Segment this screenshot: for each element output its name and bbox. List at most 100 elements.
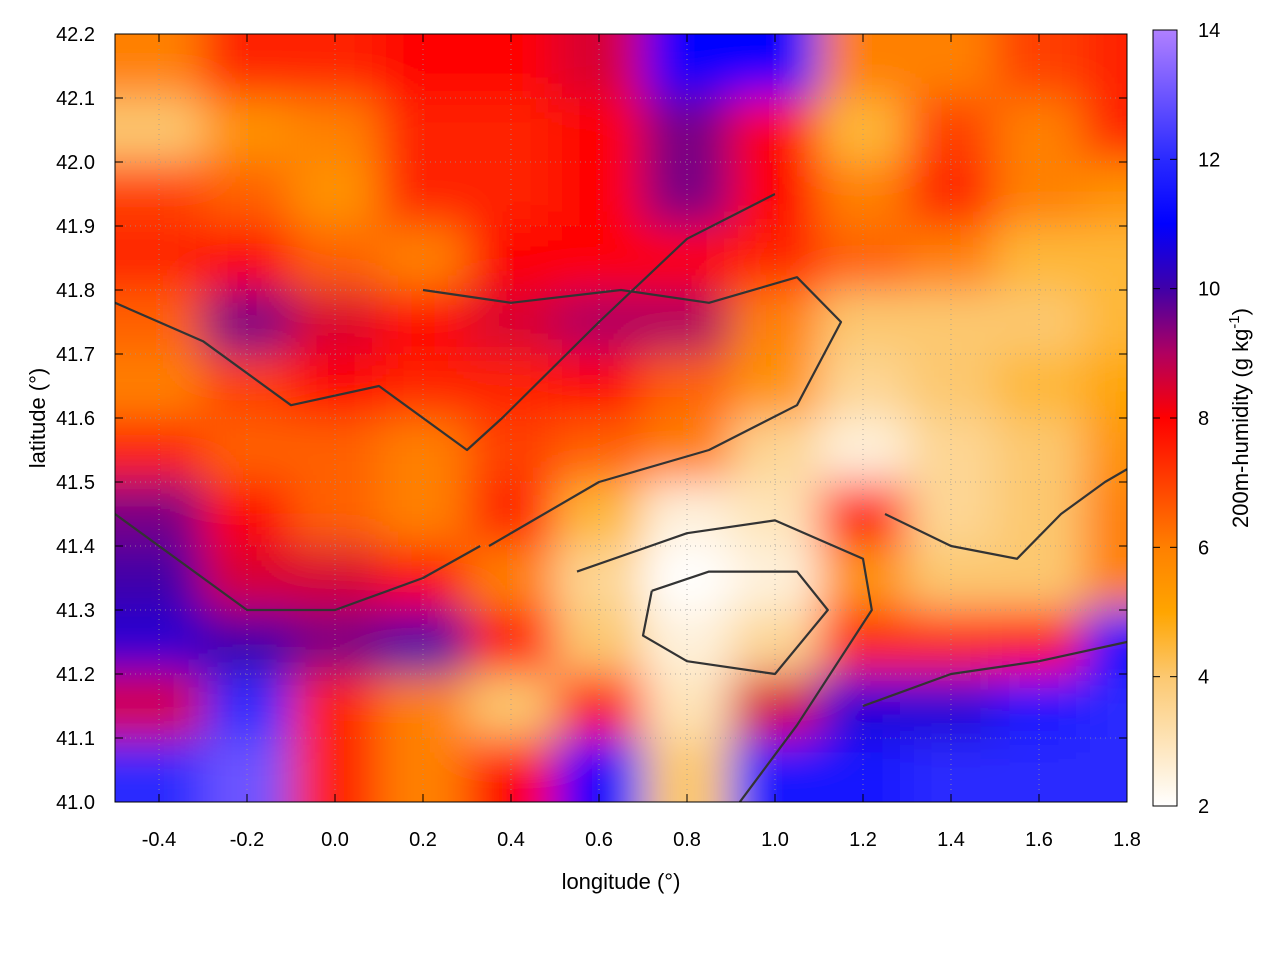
heatmap-cell [115,34,204,99]
heatmap-cell [907,738,996,802]
heatmap-cell [555,610,644,675]
heatmap-cell [819,738,908,802]
colorbar-label: 200m-humidity (g kg-1) [1226,308,1253,528]
heatmap-cell [467,738,556,802]
heatmap-cell [731,738,820,802]
plot-area [115,34,1127,802]
heatmap-cell [819,354,908,419]
heatmap-cell [731,354,820,419]
heatmap-cell [731,674,820,739]
heatmap-cell [731,546,820,611]
heatmap-cell [291,738,380,802]
heatmap-cell [995,738,1084,802]
heatmap-cell [467,546,556,611]
heatmap-cell [203,162,292,227]
heatmap-cell [731,162,820,227]
heatmap-cell [907,34,996,99]
heatmap-cell [115,738,204,802]
heatmap-cell [643,98,732,163]
colorbar-tick-label: 8 [1198,408,1209,430]
heatmap-cell [1083,418,1127,483]
heatmap-cell [1083,674,1127,739]
heatmap-cell [995,354,1084,419]
heatmap-cell [907,674,996,739]
heatmap-cell [555,482,644,547]
heatmap-cell [555,162,644,227]
heatmap-cell [291,34,380,99]
colorbar-tick-label: 14 [1198,20,1220,42]
y-tick-label: 41.6 [56,408,95,430]
colorbar-tick-label: 6 [1198,537,1209,559]
y-axis-ticks: 41.0 41.1 41.2 41.3 41.4 41.5 41.6 41.7 41.8 41.9… [56,24,1127,814]
heatmap-cell [203,546,292,611]
heatmap-cell [995,34,1084,99]
heatmap-cell [115,418,204,483]
heatmap-cell [643,738,732,802]
heatmap-cell [819,482,908,547]
x-tick-label: 0.4 [497,829,525,851]
heatmap-cells [115,34,1127,802]
heatmap-cell [379,34,468,99]
x-tick-label: 1.0 [761,829,789,851]
heatmap-cell [555,34,644,99]
contour-line [576,519,873,802]
heatmap-cell [995,226,1084,291]
heatmap-cell [379,354,468,419]
y-tick-label: 41.2 [56,664,95,686]
heatmap-cell [643,34,732,99]
heatmap-cell [115,162,204,227]
x-axis-ticks: -0.4 -0.2 0.0 0.2 0.4 0.6 0.8 1.0 1.2 1.4 1.6 1.8 [142,34,1141,851]
heatmap-cell [379,738,468,802]
heatmap-cell [467,674,556,739]
heatmap-cell [203,418,292,483]
heatmap-cell [291,418,380,483]
heatmap-cell [819,418,908,483]
heatmap-cell [467,610,556,675]
x-tick-label: 1.2 [849,829,877,851]
heatmap-cell [907,162,996,227]
y-tick-label: 41.0 [56,792,95,814]
heatmap-cell [819,226,908,291]
heatmap-cell [291,290,380,355]
heatmap-cell [1083,226,1127,291]
heatmap-cell [643,674,732,739]
heatmap-cell [555,98,644,163]
y-tick-label: 41.8 [56,280,95,302]
contour-line [641,570,829,676]
heatmap-cell [995,98,1084,163]
x-tick-label: 0.8 [673,829,701,851]
y-tick-label: 41.1 [56,728,95,750]
heatmap-cell [907,418,996,483]
heatmap-cell [379,290,468,355]
y-tick-label: 41.3 [56,600,95,622]
heatmap-cell [995,546,1084,611]
heatmap-cell [467,162,556,227]
heatmap-cell [467,290,556,355]
heatmap-cell [379,482,468,547]
y-tick-label: 42.0 [56,152,95,174]
heatmap-cell [291,674,380,739]
heatmap-cell [1083,738,1127,802]
heatmap-cell [555,546,644,611]
y-tick-label: 41.5 [56,472,95,494]
heatmap-cell [203,610,292,675]
heatmap-cell [115,354,204,419]
colorbar-tick-label: 12 [1198,149,1220,171]
colorbar-tick-label: 10 [1198,279,1220,301]
heatmap-cell [115,482,204,547]
heatmap-cell [907,482,996,547]
contour-line [862,640,1127,708]
heatmap-cell [643,610,732,675]
x-tick-label: 0.6 [585,829,613,851]
x-tick-label: 0.0 [321,829,349,851]
y-tick-label: 41.7 [56,344,95,366]
heatmap-cell [203,226,292,291]
heatmap-cell [203,354,292,419]
colorbar-tick-label: 4 [1198,667,1209,689]
heatmap-cell [643,226,732,291]
heatmap-cell [291,162,380,227]
heatmap-cell [907,98,996,163]
heatmap-cell [555,226,644,291]
heatmap-cell [995,162,1084,227]
heatmap-cell [203,738,292,802]
